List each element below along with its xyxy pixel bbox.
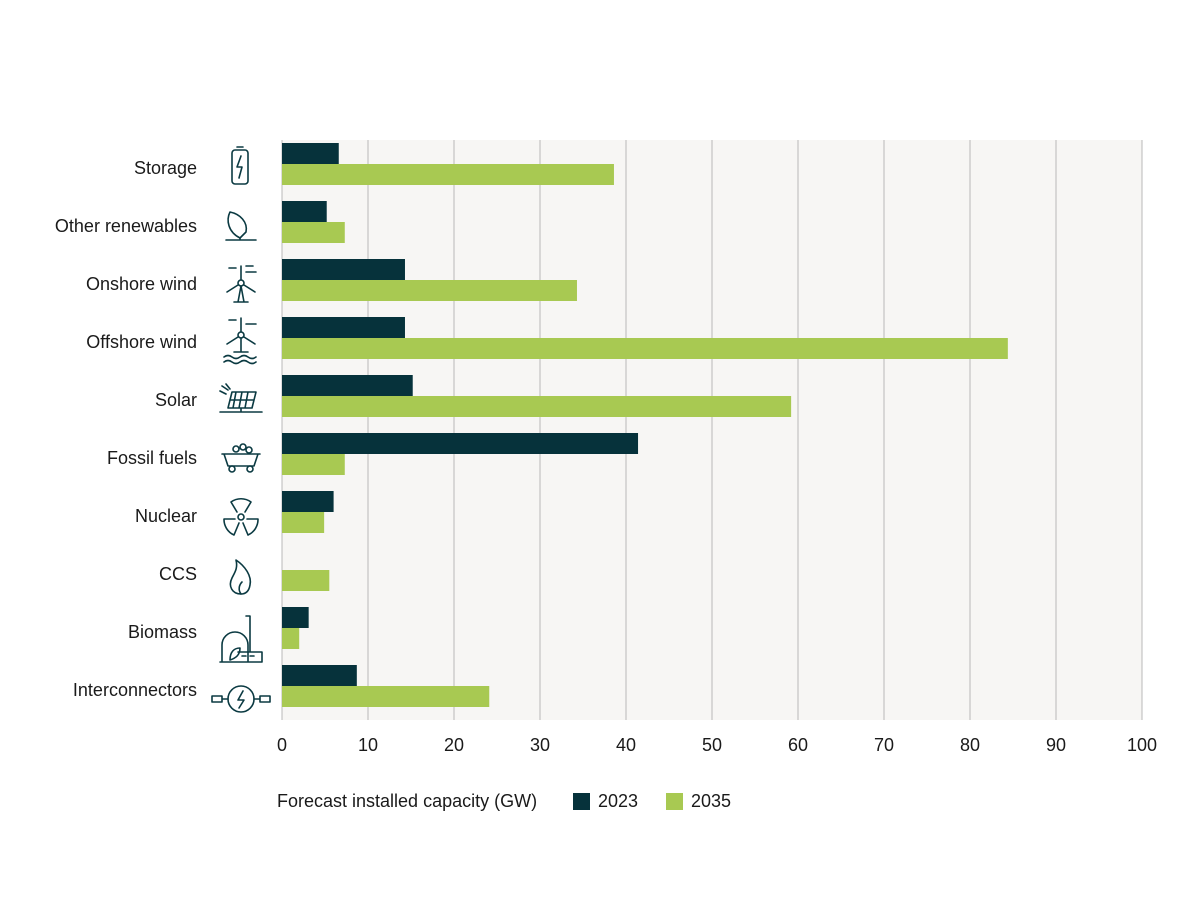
bar [282, 317, 405, 338]
x-tick-label: 20 [444, 735, 464, 755]
icon-offshore-wind [223, 317, 257, 365]
icon-onshore-wind [226, 265, 257, 303]
category-label: Fossil fuels [107, 448, 197, 468]
x-tick-label: 50 [702, 735, 722, 755]
bar [282, 607, 309, 628]
icon-battery [231, 146, 249, 185]
legend-label: 2023 [598, 791, 638, 811]
category-label: Offshore wind [86, 332, 197, 352]
category-label: Storage [134, 158, 197, 178]
category-label: Nuclear [135, 506, 197, 526]
legend-swatch [666, 793, 683, 810]
icon-coal-cart [221, 443, 261, 473]
bar [282, 491, 334, 512]
icon-nuclear [223, 498, 259, 536]
bar [282, 338, 1008, 359]
category-label: Solar [155, 390, 197, 410]
bar [282, 665, 357, 686]
bar [282, 396, 792, 417]
bar [282, 454, 345, 475]
category-label: Onshore wind [86, 274, 197, 294]
category-label: Interconnectors [73, 680, 197, 700]
icon-leaf [225, 211, 257, 241]
icon-interconnector [211, 685, 271, 713]
icon-solar [219, 383, 263, 413]
bar [282, 512, 325, 533]
bar [282, 164, 614, 185]
legend-swatch [573, 793, 590, 810]
icon-biomass [219, 615, 263, 663]
x-tick-label: 40 [616, 735, 636, 755]
category-icons [211, 146, 271, 713]
bar [282, 143, 339, 164]
bar [282, 375, 413, 396]
x-tick-label: 0 [277, 735, 287, 755]
bar [282, 222, 345, 243]
x-tick-label: 80 [960, 735, 980, 755]
x-tick-label: 70 [874, 735, 894, 755]
x-tick-label: 60 [788, 735, 808, 755]
category-label: CCS [159, 564, 197, 584]
x-axis-title: Forecast installed capacity (GW) [277, 791, 537, 811]
legend-label: 2035 [691, 791, 731, 811]
bar [282, 280, 577, 301]
x-tick-label: 100 [1127, 735, 1157, 755]
x-tick-label: 90 [1046, 735, 1066, 755]
x-tick-label: 30 [530, 735, 550, 755]
bar [282, 570, 330, 591]
bar [282, 433, 639, 454]
category-label: Biomass [128, 622, 197, 642]
bar [282, 259, 405, 280]
bar [282, 201, 327, 222]
icon-flame [229, 559, 252, 595]
bar [282, 686, 490, 707]
x-tick-label: 10 [358, 735, 378, 755]
category-label: Other renewables [55, 216, 197, 236]
bar [282, 628, 300, 649]
